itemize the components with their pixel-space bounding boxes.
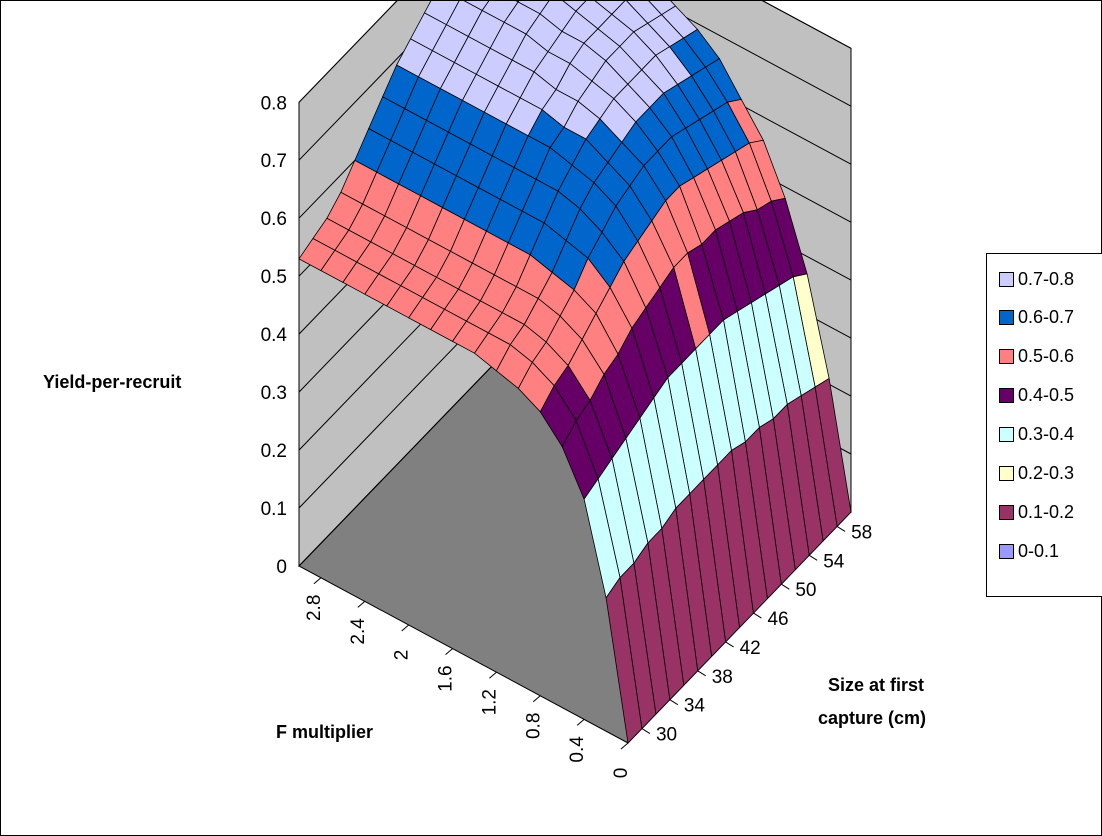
x-tick-label: 1.6 xyxy=(436,665,457,691)
legend-label: 0-0.1 xyxy=(1018,540,1060,561)
x-tick-mark xyxy=(532,695,541,703)
legend-swatch xyxy=(999,504,1014,520)
y-tick-label: 54 xyxy=(823,551,845,572)
x-tick-label: 0.4 xyxy=(567,736,588,763)
z-tick-label: 0.8 xyxy=(261,93,287,114)
legend-swatch xyxy=(999,387,1014,403)
x-tick-label: 1.2 xyxy=(479,689,500,715)
x-tick-label: 0 xyxy=(611,768,632,779)
z-tick-label: 0.4 xyxy=(261,325,288,346)
legend-label: 0.2-0.3 xyxy=(1018,462,1075,483)
z-axis-title: Yield-per-recruit xyxy=(43,372,181,392)
legend-label: 0.6-0.7 xyxy=(1018,306,1075,327)
y-tick-label: 58 xyxy=(851,522,872,543)
y-tick-label: 50 xyxy=(795,580,816,601)
y-tick-mark xyxy=(808,554,818,561)
z-tick-label: 0 xyxy=(276,557,287,578)
legend-swatch xyxy=(999,271,1014,287)
legend-label: 0.1-0.2 xyxy=(1018,501,1075,522)
x-tick-label: 0.8 xyxy=(523,713,544,739)
x-tick-mark xyxy=(445,648,453,655)
legend-item: 0.5-0.6 xyxy=(999,344,1074,368)
z-tick-label: 0.5 xyxy=(261,267,287,288)
z-tick-label: 0.7 xyxy=(261,151,287,172)
legend-item: 0.6-0.7 xyxy=(999,305,1074,329)
y-tick-label: 38 xyxy=(712,667,733,688)
x-tick-label: 2 xyxy=(392,650,413,661)
x-tick-label: 2.8 xyxy=(304,595,325,621)
y-tick-mark xyxy=(641,728,651,734)
legend-item: 0.4-0.5 xyxy=(999,383,1074,407)
y-tick-label: 34 xyxy=(684,696,706,717)
x-tick-mark xyxy=(576,719,585,726)
x-tick-mark xyxy=(401,624,409,632)
legend-swatch xyxy=(999,543,1014,559)
z-tick-label: 0.1 xyxy=(261,499,287,520)
legend-item: 0.2-0.3 xyxy=(999,461,1074,485)
legend-label: 0.5-0.6 xyxy=(1018,345,1075,366)
legend-item: 0.1-0.2 xyxy=(999,500,1074,524)
legend-label: 0.4-0.5 xyxy=(1018,384,1075,405)
legend-item: 0.7-0.8 xyxy=(999,267,1074,291)
x-tick-mark xyxy=(313,577,322,585)
x-tick-label: 2.4 xyxy=(348,618,369,645)
legend: 0.7-0.8 0.6-0.7 0.5-0.6 0.4-0.5 0.3-0.4 … xyxy=(986,253,1102,597)
x-tick-mark xyxy=(489,671,497,679)
y-tick-mark xyxy=(669,699,679,706)
legend-swatch xyxy=(999,348,1014,364)
legend-label: 0.3-0.4 xyxy=(1018,423,1075,444)
legend-swatch xyxy=(999,309,1014,325)
y-tick-label: 46 xyxy=(767,609,788,630)
z-gridline xyxy=(298,1,852,103)
axis-ticks: 0 0.1 0.2 0.3 0.4 0.5 0.6 0.7 0.8 0 0.4 0.8 1.2 1.6 2 2… xyxy=(261,93,873,778)
y-tick-mark xyxy=(725,641,734,648)
surface-plot xyxy=(298,1,852,744)
legend-item: 0.3-0.4 xyxy=(999,422,1074,446)
legend-swatch xyxy=(999,426,1014,442)
x-tick-mark xyxy=(620,742,629,750)
z-tick-label: 0.3 xyxy=(261,383,287,404)
y-tick-mark xyxy=(753,612,762,619)
legend-item: 0-0.1 xyxy=(999,539,1059,563)
y-axis-title-line2: capture (cm) xyxy=(818,708,926,728)
y-axis-title-line1: Size at first xyxy=(828,675,924,695)
y-tick-mark xyxy=(781,583,790,590)
y-tick-label: 42 xyxy=(740,638,761,659)
z-tick-label: 0.2 xyxy=(261,441,287,462)
z-tick-label: 0.6 xyxy=(261,209,287,230)
legend-label: 0.7-0.8 xyxy=(1018,268,1075,289)
legend-swatch xyxy=(999,465,1014,481)
x-axis-title: F multiplier xyxy=(276,722,373,742)
y-tick-mark xyxy=(697,670,706,677)
surface-patch xyxy=(605,576,643,744)
x-tick-mark xyxy=(357,601,366,608)
y-tick-label: 30 xyxy=(656,725,677,746)
z-gridline xyxy=(298,1,852,161)
y-tick-mark xyxy=(836,526,846,532)
